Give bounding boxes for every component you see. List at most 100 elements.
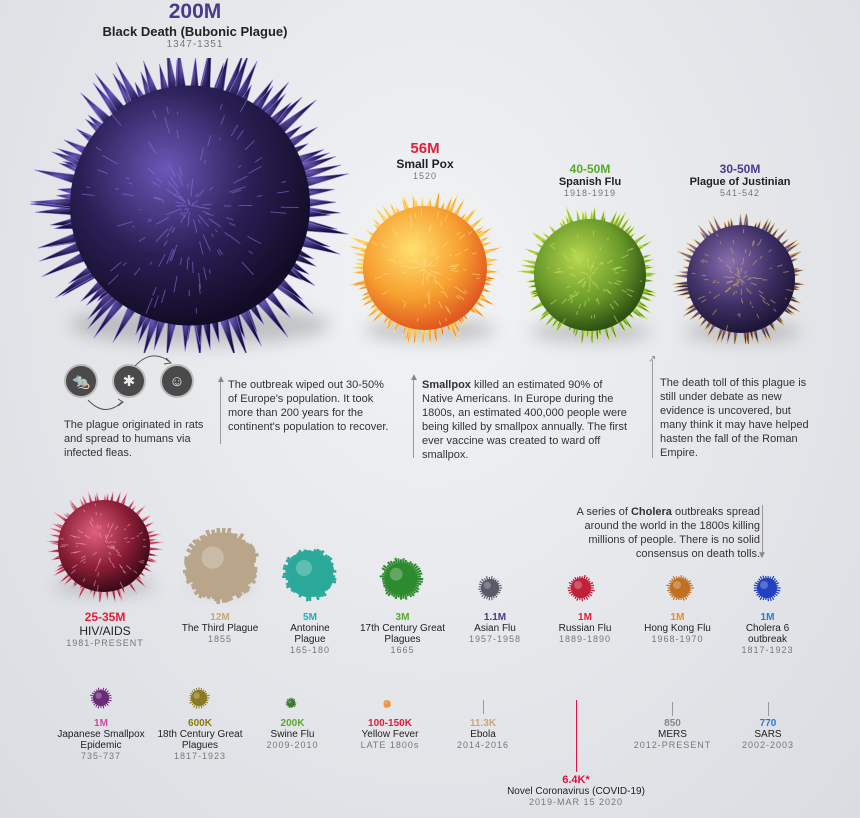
ebola-name: Ebola bbox=[470, 729, 496, 740]
hong-kong-flu-virus bbox=[666, 575, 694, 601]
smallpox-note-bold: Smallpox bbox=[422, 379, 471, 391]
japanese-label: 1M Japanese Smallpox Epidemic 735-737 bbox=[45, 718, 157, 761]
hiv-name: HIV/AIDS bbox=[79, 624, 131, 638]
swine-virus bbox=[285, 697, 297, 709]
mers-marker bbox=[672, 702, 673, 716]
third-plague-label: 12M The Third Plague 1855 bbox=[170, 612, 270, 644]
century18-virus bbox=[189, 687, 210, 709]
cholera-value: 1M bbox=[760, 612, 775, 623]
black-death-label: 200M Black Death (Bubonic Plague) 1347-1… bbox=[60, 0, 330, 50]
up-arrow-icon: ↗ bbox=[648, 354, 657, 365]
justinian-value: 30-50M bbox=[719, 162, 761, 176]
hiv-virus bbox=[46, 491, 164, 602]
covid-marker bbox=[576, 700, 577, 772]
sars-years: 2002-2003 bbox=[741, 740, 795, 750]
century18-name: 18th Century Great Plagues bbox=[157, 729, 243, 751]
justinian-virus bbox=[672, 214, 805, 344]
mers-label: 850 MERS 2012-PRESENT bbox=[620, 718, 725, 750]
sars-marker bbox=[768, 702, 769, 716]
spanish-flu-name: Spanish Flu bbox=[558, 176, 622, 188]
transmission-arrows bbox=[87, 355, 173, 410]
yellow-fever-value: 100-150K bbox=[368, 718, 412, 729]
swine-years: 2009-2010 bbox=[266, 740, 319, 750]
cholera-label: 1M Cholera 6 outbreak 1817-1923 bbox=[730, 612, 805, 655]
covid-years: 2019-MAR 15 2020 bbox=[528, 797, 624, 807]
spanish-flu-label: 40-50M Spanish Flu 1918-1919 bbox=[520, 162, 660, 198]
russian-flu-name: Russian Flu bbox=[558, 623, 612, 634]
justinian-name: Plague of Justinian bbox=[689, 176, 791, 188]
mers-value: 850 bbox=[664, 718, 681, 729]
japanese-value: 1M bbox=[94, 718, 108, 729]
justinian-years: 541-542 bbox=[719, 188, 761, 198]
smallpox-label: 56M Small Pox 1520 bbox=[355, 140, 495, 181]
antonine-virus bbox=[282, 548, 337, 602]
swine-label: 200K Swine Flu 2009-2010 bbox=[250, 718, 335, 750]
smallpox-virus bbox=[348, 193, 502, 343]
third-plague-years: 1855 bbox=[207, 634, 233, 644]
spanish-flu-virus bbox=[517, 207, 657, 343]
century17-label: 3M 17th Century Great Plagues 1665 bbox=[355, 612, 450, 655]
smallpox-years: 1520 bbox=[412, 171, 438, 181]
ebola-marker bbox=[483, 700, 484, 714]
flea-icon: ✱ bbox=[112, 364, 146, 398]
asian-flu-virus bbox=[478, 575, 503, 601]
mers-years: 2012-PRESENT bbox=[633, 740, 712, 750]
century17-virus bbox=[379, 557, 424, 600]
down-arrow-icon: ▼ bbox=[757, 550, 767, 561]
ebola-years: 2014-2016 bbox=[456, 740, 510, 750]
up-arrow-icon: ▲ bbox=[409, 372, 419, 383]
rats-note: The plague originated in rats and spread… bbox=[64, 419, 204, 459]
spanish-flu-years: 1918-1919 bbox=[563, 188, 617, 198]
yellow-fever-years: LATE 1800s bbox=[360, 740, 420, 750]
ebola-value: 11.3K bbox=[469, 718, 497, 729]
century17-years: 1665 bbox=[390, 645, 415, 655]
yellow-fever-name: Yellow Fever bbox=[361, 729, 419, 740]
century18-value: 600K bbox=[188, 718, 212, 729]
cholera-years: 1817-1923 bbox=[741, 645, 794, 655]
ebola-label: 11.3K Ebola 2014-2016 bbox=[440, 718, 526, 750]
century17-name: 17th Century Great Plagues bbox=[359, 623, 446, 645]
asian-flu-label: 1.1M Asian Flu 1957-1958 bbox=[450, 612, 540, 644]
hiv-value: 25-35M bbox=[84, 610, 126, 624]
russian-flu-value: 1M bbox=[578, 612, 592, 623]
yellow-fever-label: 100-150K Yellow Fever LATE 1800s bbox=[345, 718, 435, 750]
smallpox-note: Smallpox killed an estimated 90% of Nati… bbox=[422, 378, 634, 462]
hong-kong-flu-years: 1968-1970 bbox=[651, 634, 704, 644]
russian-flu-virus bbox=[567, 574, 595, 602]
person-icon: ☺ bbox=[160, 364, 194, 398]
cholera-note-pre: A series of bbox=[576, 506, 631, 518]
japanese-years: 735-737 bbox=[80, 751, 122, 761]
cholera-note-text: outbreaks spread around the world in the… bbox=[584, 506, 760, 560]
covid-name: Novel Coronavirus (COVID-19) bbox=[507, 786, 645, 797]
covid-value: 6.4K* bbox=[562, 774, 590, 786]
century18-years: 1817-1923 bbox=[173, 751, 227, 761]
third-plague-virus bbox=[183, 528, 259, 604]
asian-flu-name: Asian Flu bbox=[474, 623, 516, 634]
century18-label: 600K 18th Century Great Plagues 1817-192… bbox=[155, 718, 245, 761]
hong-kong-flu-label: 1M Hong Kong Flu 1968-1970 bbox=[630, 612, 725, 644]
swine-value: 200K bbox=[280, 718, 305, 729]
cholera-note-bold: Cholera bbox=[630, 506, 672, 518]
hong-kong-flu-name: Hong Kong Flu bbox=[644, 623, 711, 634]
antonine-years: 165-180 bbox=[289, 645, 331, 655]
black-death-value: 200M bbox=[168, 0, 222, 23]
third-plague-value: 12M bbox=[210, 612, 230, 623]
black-death-virus bbox=[30, 58, 349, 353]
russian-flu-label: 1M Russian Flu 1889-1890 bbox=[540, 612, 630, 644]
japanese-virus bbox=[90, 687, 112, 709]
antonine-value: 5M bbox=[303, 612, 317, 623]
sars-value: 770 bbox=[759, 718, 777, 729]
sars-label: 770 SARS 2002-2003 bbox=[728, 718, 808, 750]
covid-label: 6.4K* Novel Coronavirus (COVID-19) 2019-… bbox=[480, 774, 672, 807]
swine-name: Swine Flu bbox=[270, 729, 315, 740]
spanish-flu-value: 40-50M bbox=[569, 162, 611, 176]
russian-flu-years: 1889-1890 bbox=[558, 634, 612, 644]
cholera-virus bbox=[753, 575, 781, 602]
sars-name: SARS bbox=[754, 729, 782, 740]
asian-flu-value: 1.1M bbox=[483, 612, 507, 623]
smallpox-value: 56M bbox=[410, 140, 440, 157]
asian-flu-years: 1957-1958 bbox=[468, 634, 522, 644]
mers-name: MERS bbox=[658, 729, 687, 740]
justinian-label: 30-50M Plague of Justinian 541-542 bbox=[670, 162, 810, 198]
yellow-fever-virus bbox=[383, 699, 392, 709]
